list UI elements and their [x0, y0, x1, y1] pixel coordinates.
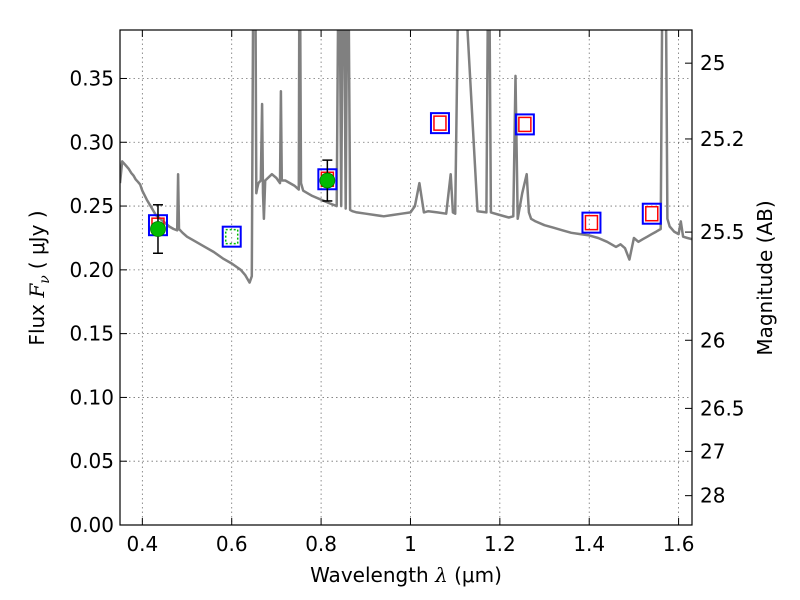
sed-template-line	[120, 30, 692, 284]
y-tick-label: 0.00	[69, 513, 114, 537]
right-tick-label: 26	[700, 328, 725, 352]
right-tick-label: 27	[700, 439, 725, 463]
right-tick-label: 25.2	[700, 127, 745, 151]
green-data-point	[319, 172, 336, 189]
y-tick-label: 0.15	[69, 322, 114, 346]
red-box-marker	[224, 228, 239, 245]
x-tick-label: 0.8	[305, 532, 337, 556]
red-box-marker	[518, 116, 532, 133]
y-tick-label: 0.20	[69, 258, 114, 282]
x-tick-label: 0.4	[126, 532, 158, 556]
x-axis-label: Wavelength λ (μm)	[310, 563, 502, 587]
blue-box-marker	[514, 113, 535, 136]
blue-box-marker	[429, 112, 450, 135]
red-box-marker	[645, 205, 659, 222]
x-tick-label: 1.4	[573, 532, 605, 556]
plot-area	[120, 30, 692, 284]
grid-lines	[120, 30, 692, 526]
photometry-markers	[147, 112, 662, 255]
axis-ticks: 0.4 0.6 0.8 1 1.2 1.4 1.6 0.00 0.05 0.10 0.15 0.20 0…	[69, 30, 745, 556]
right-tick-label: 26.5	[700, 396, 745, 420]
y-axis-label: Flux Fν( μJy )	[25, 210, 53, 345]
x-tick-label: 1.6	[663, 532, 695, 556]
blue-box-marker	[221, 225, 242, 248]
y-tick-label: 0.25	[69, 194, 114, 218]
x-tick-label: 1.2	[484, 532, 516, 556]
green-data-point	[150, 221, 166, 237]
blue-box-marker	[641, 202, 662, 225]
right-tick-label: 25	[700, 51, 725, 75]
y-tick-label: 0.05	[69, 449, 114, 473]
right-tick-label: 25.5	[700, 220, 745, 244]
x-tick-label: 0.6	[216, 532, 248, 556]
x-tick-label: 1	[404, 532, 417, 556]
y-tick-label: 0.35	[69, 66, 114, 90]
y-tick-label: 0.10	[69, 385, 114, 409]
right-tick-label: 28	[700, 484, 725, 508]
y-tick-label: 0.30	[69, 130, 114, 154]
plot-frame	[119, 29, 693, 526]
blue-box-marker	[581, 211, 602, 234]
red-box-marker	[433, 115, 447, 131]
right-axis-label: Magnitude (AB)	[753, 200, 777, 355]
red-box-marker	[584, 214, 599, 231]
